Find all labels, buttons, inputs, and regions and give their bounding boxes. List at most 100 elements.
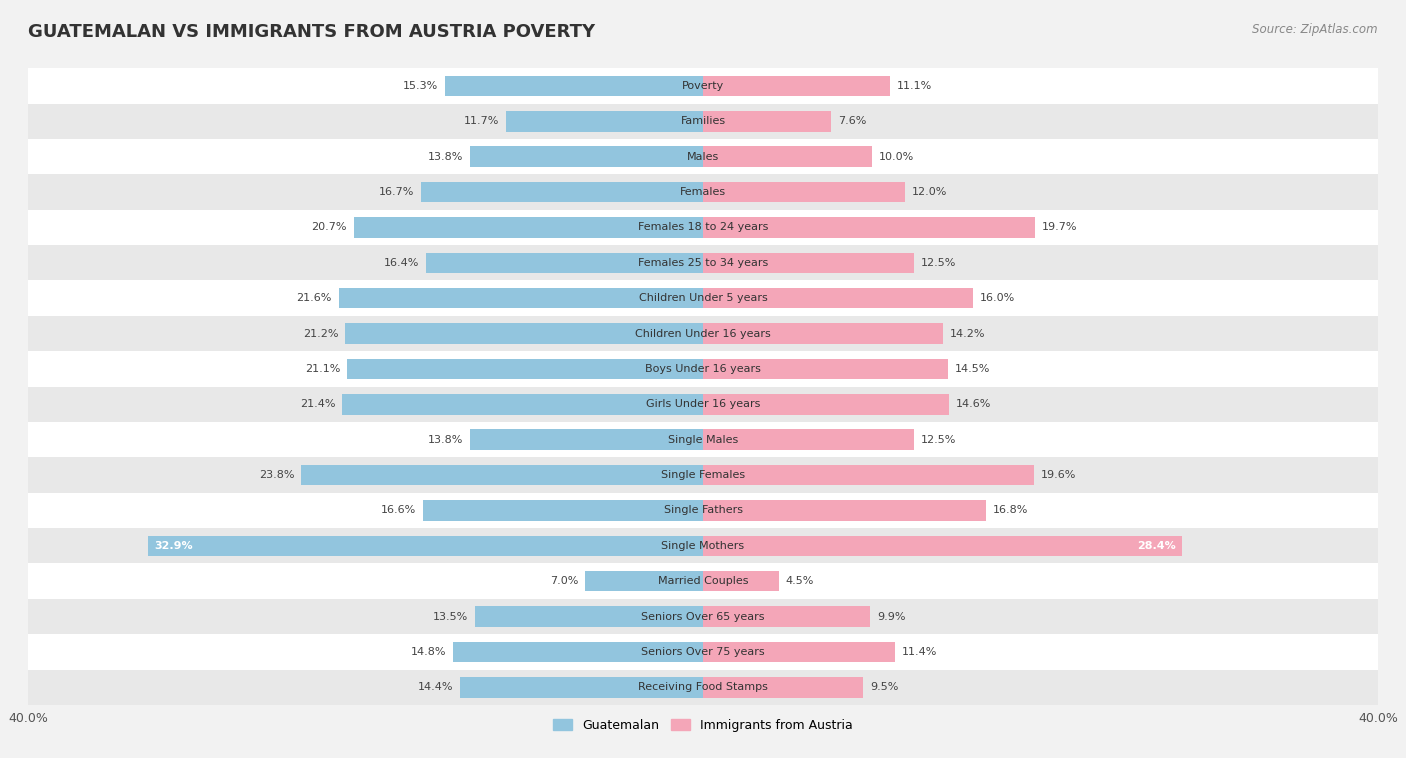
Bar [703,429,914,450]
Text: 14.8%: 14.8% [411,647,447,657]
Bar [28,68,1378,104]
Bar [426,252,703,273]
Bar [703,359,948,379]
Text: 13.8%: 13.8% [427,152,464,161]
Bar [354,217,703,238]
Text: 16.4%: 16.4% [384,258,419,268]
Bar [28,316,1378,351]
Text: Girls Under 16 years: Girls Under 16 years [645,399,761,409]
Text: 23.8%: 23.8% [259,470,295,480]
Text: 20.7%: 20.7% [312,222,347,233]
Legend: Guatemalan, Immigrants from Austria: Guatemalan, Immigrants from Austria [548,714,858,737]
Bar [301,465,703,485]
Text: GUATEMALAN VS IMMIGRANTS FROM AUSTRIA POVERTY: GUATEMALAN VS IMMIGRANTS FROM AUSTRIA PO… [28,23,595,41]
Bar [703,288,973,309]
Bar [28,669,1378,705]
Bar [28,351,1378,387]
Bar [28,104,1378,139]
Text: 7.0%: 7.0% [550,576,578,586]
Bar [339,288,703,309]
Bar [453,641,703,662]
Text: Poverty: Poverty [682,81,724,91]
Bar [346,323,703,344]
Bar [470,429,703,450]
Text: Children Under 5 years: Children Under 5 years [638,293,768,303]
Bar [342,394,703,415]
Bar [422,182,703,202]
Text: Receiving Food Stamps: Receiving Food Stamps [638,682,768,692]
Bar [28,210,1378,245]
Bar [585,571,703,591]
Bar [28,634,1378,669]
Bar [28,422,1378,457]
Text: Single Mothers: Single Mothers [661,540,745,551]
Text: 28.4%: 28.4% [1136,540,1175,551]
Bar [28,174,1378,210]
Text: 9.5%: 9.5% [870,682,898,692]
Bar [347,359,703,379]
Bar [703,571,779,591]
Text: 19.6%: 19.6% [1040,470,1076,480]
Text: 16.0%: 16.0% [980,293,1015,303]
Text: Females 18 to 24 years: Females 18 to 24 years [638,222,768,233]
Text: 14.5%: 14.5% [955,364,990,374]
Text: Seniors Over 65 years: Seniors Over 65 years [641,612,765,622]
Text: Families: Families [681,116,725,127]
Bar [444,76,703,96]
Text: 12.5%: 12.5% [921,258,956,268]
Bar [703,182,905,202]
Text: 32.9%: 32.9% [155,540,193,551]
Text: 14.6%: 14.6% [956,399,991,409]
Text: 21.2%: 21.2% [304,328,339,339]
Text: 14.4%: 14.4% [418,682,453,692]
Text: Seniors Over 75 years: Seniors Over 75 years [641,647,765,657]
Bar [28,280,1378,316]
Bar [703,500,987,521]
Bar [703,641,896,662]
Bar [28,139,1378,174]
Text: Single Males: Single Males [668,434,738,445]
Text: 12.5%: 12.5% [921,434,956,445]
Text: Females: Females [681,187,725,197]
Text: Single Fathers: Single Fathers [664,506,742,515]
Text: 7.6%: 7.6% [838,116,866,127]
Bar [28,387,1378,422]
Text: 16.6%: 16.6% [381,506,416,515]
Text: Males: Males [688,152,718,161]
Text: Source: ZipAtlas.com: Source: ZipAtlas.com [1253,23,1378,36]
Bar [28,563,1378,599]
Text: 19.7%: 19.7% [1042,222,1077,233]
Text: 11.4%: 11.4% [903,647,938,657]
Bar [703,606,870,627]
Bar [28,599,1378,634]
Text: 21.6%: 21.6% [297,293,332,303]
Text: 14.2%: 14.2% [949,328,984,339]
Bar [506,111,703,132]
Text: 13.5%: 13.5% [433,612,468,622]
Text: 16.7%: 16.7% [380,187,415,197]
Bar [148,535,703,556]
Bar [460,677,703,697]
Bar [28,457,1378,493]
Text: 4.5%: 4.5% [786,576,814,586]
Bar [703,252,914,273]
Text: 11.1%: 11.1% [897,81,932,91]
Text: 15.3%: 15.3% [404,81,439,91]
Bar [703,76,890,96]
Bar [423,500,703,521]
Bar [703,111,831,132]
Bar [28,245,1378,280]
Bar [703,465,1033,485]
Text: 12.0%: 12.0% [912,187,948,197]
Text: Single Females: Single Females [661,470,745,480]
Bar [703,323,942,344]
Bar [470,146,703,167]
Bar [703,394,949,415]
Text: Females 25 to 34 years: Females 25 to 34 years [638,258,768,268]
Text: 10.0%: 10.0% [879,152,914,161]
Bar [703,677,863,697]
Bar [28,493,1378,528]
Bar [703,535,1182,556]
Text: Married Couples: Married Couples [658,576,748,586]
Bar [28,528,1378,563]
